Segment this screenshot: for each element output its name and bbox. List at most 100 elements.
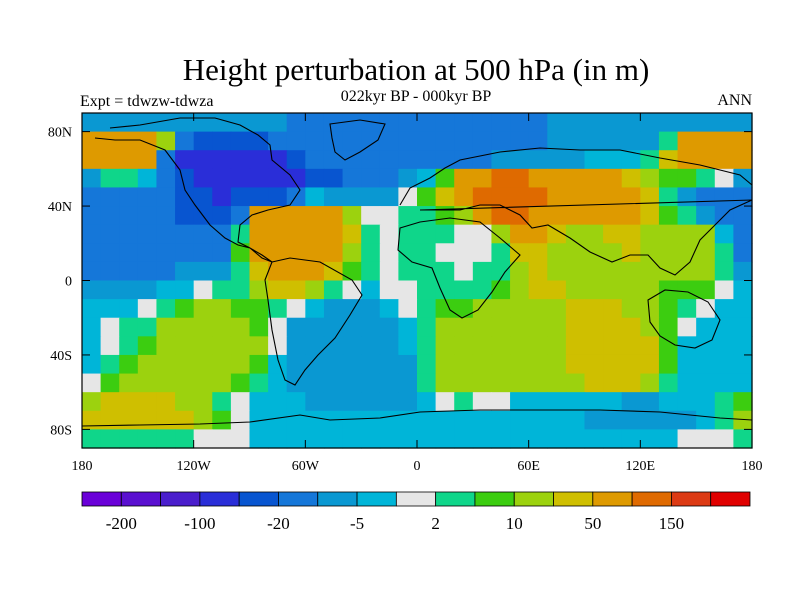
field-cell <box>584 410 604 430</box>
field-cell <box>454 336 474 356</box>
field-cell <box>100 373 120 393</box>
field-cell <box>603 206 623 226</box>
field-cell <box>137 299 158 319</box>
field-cell <box>268 261 288 282</box>
colorbar-label: -100 <box>184 514 215 533</box>
field-cell <box>658 317 679 337</box>
field-cell <box>584 317 604 337</box>
field-cell <box>714 243 734 263</box>
field-cell <box>156 113 176 133</box>
x-tick-label: 180 <box>742 459 763 474</box>
field-cell <box>119 429 139 449</box>
field-cell <box>658 224 679 244</box>
field-cell <box>100 336 120 356</box>
field-cell <box>175 261 195 282</box>
field-cell <box>379 354 399 375</box>
field-cell <box>696 392 716 412</box>
colorbar-swatch <box>513 491 554 507</box>
field-cell <box>510 131 530 151</box>
field-cell <box>193 113 213 133</box>
field-cell <box>249 261 269 282</box>
field-cell <box>565 243 586 263</box>
field-cell <box>137 429 158 449</box>
field-cell <box>603 150 623 170</box>
field-cell <box>305 429 325 449</box>
field-cell <box>156 131 176 151</box>
field-cell <box>212 392 232 412</box>
field-cell <box>305 299 325 319</box>
field-cell <box>323 429 344 449</box>
field-cell <box>193 429 213 449</box>
field-cell <box>156 354 176 375</box>
field-cell <box>100 187 120 207</box>
field-cell <box>268 168 288 189</box>
field-cell <box>510 113 530 133</box>
colorbar-swatch <box>395 491 437 507</box>
field-cell <box>547 392 567 412</box>
field-cell <box>342 150 362 170</box>
field-cell <box>286 354 306 375</box>
field-cell <box>100 299 120 319</box>
field-cell <box>640 299 660 319</box>
field-cell <box>454 429 474 449</box>
field-cell <box>565 317 586 337</box>
field-cell <box>621 224 641 244</box>
field-cell <box>175 299 195 319</box>
x-tick-label: 60E <box>517 459 540 474</box>
field-cell <box>323 280 344 300</box>
y-axis: 80N 40N 0 40S 80S <box>48 126 752 438</box>
field-cell <box>472 243 493 263</box>
field-cell <box>137 373 158 393</box>
field-cell <box>547 354 567 375</box>
field-cell <box>547 429 567 449</box>
field-cell <box>472 354 493 375</box>
field-cell <box>491 261 511 282</box>
field-cell <box>212 113 232 133</box>
field-cell <box>212 373 232 393</box>
field-cell <box>379 187 399 207</box>
field-cell <box>565 392 586 412</box>
field-cell <box>212 410 232 430</box>
field-cell <box>584 131 604 151</box>
field-cell <box>323 299 344 319</box>
colorbar-label: -200 <box>106 514 137 533</box>
coastline-greenland <box>329 119 386 161</box>
coastline-africa <box>397 217 521 319</box>
field-cell <box>379 113 399 133</box>
field-cell <box>510 392 530 412</box>
field-cell <box>435 354 455 375</box>
field-cell <box>82 243 102 263</box>
field-cell <box>230 280 251 300</box>
field-layer <box>82 113 753 449</box>
field-cell <box>286 168 306 189</box>
field-cell <box>677 280 697 300</box>
field-cell <box>398 410 418 430</box>
field-cell <box>156 261 176 282</box>
field-cell <box>547 187 567 207</box>
field-cell <box>417 280 437 300</box>
field-cell <box>435 131 455 151</box>
field-cell <box>584 429 604 449</box>
field-cell <box>621 299 641 319</box>
field-cell <box>82 373 102 393</box>
field-cell <box>547 243 567 263</box>
field-cell <box>193 299 213 319</box>
field-cell <box>323 243 344 263</box>
field-cell <box>584 373 604 393</box>
field-cell <box>528 354 548 375</box>
field-cell <box>305 410 325 430</box>
field-cell <box>565 336 586 356</box>
field-cell <box>454 168 474 189</box>
field-cell <box>379 168 399 189</box>
field-cell <box>658 354 679 375</box>
field-cell <box>342 224 362 244</box>
field-cell <box>621 373 641 393</box>
field-cell <box>212 261 232 282</box>
field-cell <box>137 187 158 207</box>
field-cell <box>119 261 139 282</box>
field-cell <box>175 392 195 412</box>
field-cell <box>472 150 493 170</box>
field-cell <box>323 113 344 133</box>
field-cell <box>82 187 102 207</box>
field-cell <box>361 336 381 356</box>
